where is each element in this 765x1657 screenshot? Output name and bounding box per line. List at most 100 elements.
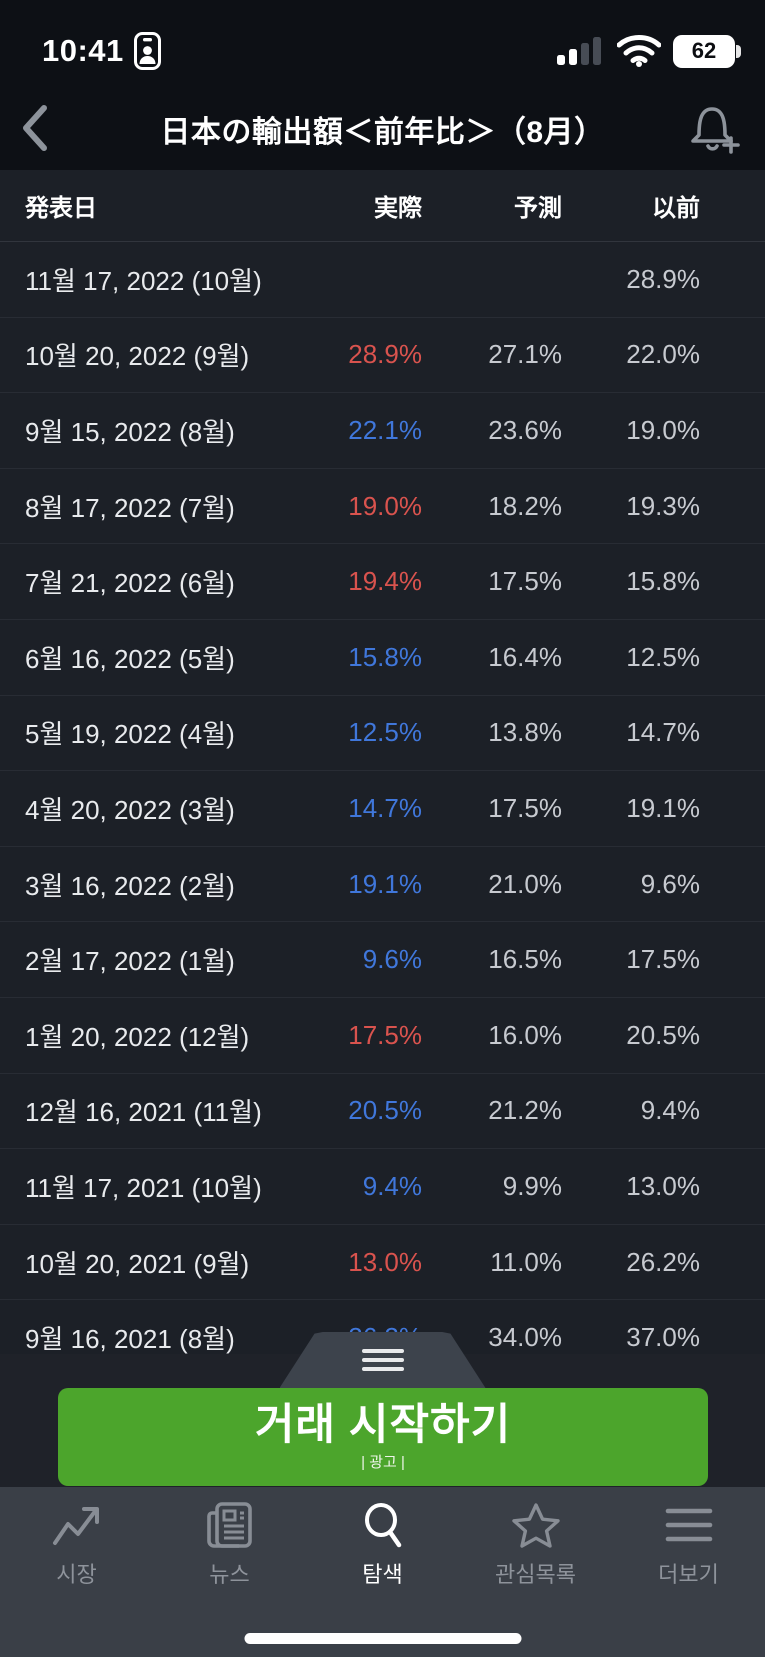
history-table: 発表日 実際 予測 以前 11월 17, 2022 (10월) 28.9% 10… xyxy=(0,170,765,1376)
release-date: 2월 17, 2022 (1월) xyxy=(25,946,235,977)
actual-value: 19.1% xyxy=(348,868,422,899)
previous-value: 13.0% xyxy=(626,1170,700,1201)
bell-plus-icon xyxy=(691,107,740,154)
actual-value: 9.6% xyxy=(362,944,422,975)
actual-value: 12.5% xyxy=(348,717,422,748)
previous-value: 9.6% xyxy=(640,868,700,899)
release-date: 11월 17, 2022 (10월) xyxy=(25,265,262,296)
actual-value: 14.7% xyxy=(348,792,422,823)
actual-value: 9.4% xyxy=(362,1170,422,1201)
table-row: 11월 17, 2021 (10월) 9.4% 9.9% 13.0% xyxy=(0,1149,765,1225)
tab-markets[interactable]: 시장 xyxy=(0,1487,153,1657)
forecast-value: 17.5% xyxy=(488,792,562,823)
col-release-date: 発表日 xyxy=(25,195,97,222)
release-date: 11월 17, 2021 (10월) xyxy=(25,1172,262,1203)
col-forecast: 予測 xyxy=(514,195,562,222)
drawer-handle[interactable] xyxy=(279,1332,486,1388)
table-row: 9월 15, 2022 (8월) 22.1% 23.6% 19.0% xyxy=(0,393,765,469)
star-icon xyxy=(511,1503,560,1548)
col-previous: 以前 xyxy=(652,195,700,222)
previous-value: 9.4% xyxy=(640,1095,700,1126)
status-bar: 10:41 62 xyxy=(0,0,765,88)
release-date: 9월 16, 2021 (8월) xyxy=(25,1324,235,1355)
tab-more[interactable]: 더보기 xyxy=(612,1487,765,1657)
chevron-left-icon xyxy=(23,105,47,151)
forecast-value: 23.6% xyxy=(488,414,562,445)
previous-value: 12.5% xyxy=(626,641,700,672)
forecast-value: 16.4% xyxy=(488,641,562,672)
forecast-value: 16.0% xyxy=(488,1019,562,1050)
top-band xyxy=(0,0,765,170)
table-row: 2월 17, 2022 (1월) 9.6% 16.5% 17.5% xyxy=(0,922,765,998)
previous-value: 28.9% xyxy=(626,263,700,294)
previous-value: 26.2% xyxy=(626,1246,700,1277)
table-row: 12월 16, 2021 (11월) 20.5% 21.2% 9.4% xyxy=(0,1074,765,1150)
table-header-row: 発表日 実際 予測 以前 xyxy=(0,170,765,242)
actual-value: 19.0% xyxy=(348,490,422,521)
table-row: 11월 17, 2022 (10월) 28.9% xyxy=(0,242,765,318)
tab-explore[interactable]: 탐색 xyxy=(306,1487,459,1657)
home-indicator[interactable] xyxy=(244,1633,521,1644)
drag-handle-icon xyxy=(361,1349,404,1353)
previous-value: 19.1% xyxy=(626,792,700,823)
table-row: 1월 20, 2022 (12월) 17.5% 16.0% 20.5% xyxy=(0,998,765,1074)
clock: 10:41 xyxy=(42,33,124,68)
table-row: 5월 19, 2022 (4월) 12.5% 13.8% 14.7% xyxy=(0,696,765,772)
focus-mode-icon xyxy=(133,32,161,70)
forecast-value: 9.9% xyxy=(502,1170,562,1201)
previous-value: 22.0% xyxy=(626,339,700,370)
actual-value: 20.5% xyxy=(348,1095,422,1126)
add-alert-button[interactable] xyxy=(685,96,743,156)
forecast-value: 17.5% xyxy=(488,566,562,597)
forecast-value: 34.0% xyxy=(488,1322,562,1353)
bottom-tab-bar: 시장 뉴스 탐색 관심 xyxy=(0,1487,765,1657)
markets-chart-icon xyxy=(52,1507,99,1545)
release-date: 10월 20, 2021 (9월) xyxy=(25,1248,250,1279)
forecast-value: 16.5% xyxy=(488,944,562,975)
tab-watchlist[interactable]: 관심목록 xyxy=(459,1487,612,1657)
previous-value: 19.0% xyxy=(626,414,700,445)
forecast-value: 18.2% xyxy=(488,490,562,521)
search-icon xyxy=(364,1503,401,1548)
table-row: 4월 20, 2022 (3월) 14.7% 17.5% 19.1% xyxy=(0,771,765,847)
table-body[interactable]: 11월 17, 2022 (10월) 28.9% 10월 20, 2022 (9… xyxy=(0,242,765,1376)
previous-value: 14.7% xyxy=(626,717,700,748)
actual-value: 22.1% xyxy=(348,414,422,445)
table-row: 3월 16, 2022 (2월) 19.1% 21.0% 9.6% xyxy=(0,847,765,923)
battery-icon: 62 xyxy=(673,34,741,68)
actual-value: 28.9% xyxy=(348,339,422,370)
forecast-value: 27.1% xyxy=(488,339,562,370)
cta-label: 거래 시작하기 xyxy=(254,1401,512,1450)
start-trading-button[interactable]: 거래 시작하기 | 광고 | xyxy=(58,1388,708,1486)
release-date: 10월 20, 2022 (9월) xyxy=(25,341,250,372)
page-title: 日本の輸出額＜前年比＞（8月） xyxy=(160,116,605,149)
table-row: 10월 20, 2021 (9월) 13.0% 11.0% 26.2% xyxy=(0,1225,765,1301)
actual-value: 15.8% xyxy=(348,641,422,672)
previous-value: 15.8% xyxy=(626,566,700,597)
previous-value: 17.5% xyxy=(626,944,700,975)
forecast-value: 21.2% xyxy=(488,1095,562,1126)
ad-badge: | 광고 | xyxy=(361,1453,405,1471)
release-date: 3월 16, 2022 (2월) xyxy=(25,870,235,901)
table-row: 6월 16, 2022 (5월) 15.8% 16.4% 12.5% xyxy=(0,620,765,696)
forecast-value: 21.0% xyxy=(488,868,562,899)
release-date: 9월 15, 2022 (8월) xyxy=(25,416,235,447)
page-header: 日本の輸出額＜前年比＞（8月） xyxy=(0,88,765,170)
actual-value: 13.0% xyxy=(348,1246,422,1277)
previous-value: 19.3% xyxy=(626,490,700,521)
table-row: 7월 21, 2022 (6월) 19.4% 17.5% 15.8% xyxy=(0,544,765,620)
previous-value: 20.5% xyxy=(626,1019,700,1050)
release-date: 4월 20, 2022 (3월) xyxy=(25,794,235,825)
release-date: 1월 20, 2022 (12월) xyxy=(25,1021,250,1052)
more-menu-icon xyxy=(665,1508,712,1542)
tab-news[interactable]: 뉴스 xyxy=(153,1487,306,1657)
previous-value: 37.0% xyxy=(626,1322,700,1353)
release-date: 7월 21, 2022 (6월) xyxy=(25,568,235,599)
wifi-icon xyxy=(617,35,661,67)
back-button[interactable] xyxy=(18,100,70,156)
release-date: 5월 19, 2022 (4월) xyxy=(25,719,235,750)
ad-sheet: 거래 시작하기 | 광고 | xyxy=(0,1332,765,1487)
news-icon xyxy=(206,1502,252,1548)
forecast-value: 13.8% xyxy=(488,717,562,748)
